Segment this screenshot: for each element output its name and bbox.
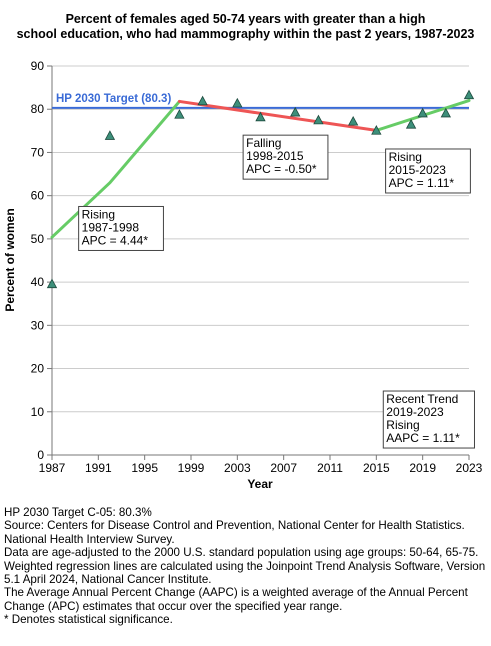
data-point-marker (347, 115, 359, 126)
annotation-text: Rising (389, 150, 422, 164)
x-tick-label: 1987 (39, 461, 66, 475)
data-point-marker (46, 278, 58, 289)
annotation-text: 2019-2023 (386, 405, 444, 419)
annotation-text: 1987-1998 (82, 220, 140, 234)
annotation-text: 2015-2023 (389, 163, 447, 177)
trend-segment (50, 99, 181, 239)
data-point-marker (197, 95, 208, 106)
data-point-marker (405, 119, 417, 129)
annotation-box (382, 390, 475, 449)
data-point-marker (290, 106, 301, 117)
annotation-text: APC = 1.11* (389, 176, 455, 190)
y-tick-label: 10 (31, 405, 45, 419)
target-label: HP 2030 Target (80.3) (56, 93, 171, 105)
data-point-marker (371, 125, 382, 135)
footnote-significance: * Denotes statistical significance. (4, 613, 173, 627)
annotation-text: Rising (386, 418, 419, 432)
y-tick-label: 0 (37, 448, 44, 462)
footnote-aapc: The Average Annual Percent Change (AAPC)… (4, 586, 468, 613)
footnote-source: Source: Centers for Disease Control and … (4, 519, 465, 546)
annotation-box (78, 205, 164, 251)
chart-title-line-2: school education, who had mammography wi… (16, 27, 475, 41)
annotation-text: Rising (82, 207, 115, 221)
footnote-age-adjustment: Data are age-adjusted to the 2000 U.S. s… (4, 546, 479, 560)
footnotes: HP 2030 Target C-05: 80.3% Source: Cente… (4, 506, 488, 627)
data-point-marker (232, 97, 243, 108)
x-tick-label: 1995 (131, 461, 158, 475)
trend-segment (177, 99, 378, 132)
x-tick-label: 2023 (456, 461, 483, 475)
data-point-marker (463, 89, 475, 100)
x-tick-label: 2015 (363, 461, 390, 475)
y-tick-label: 70 (31, 145, 45, 159)
x-axis-title: Year (247, 477, 273, 491)
y-tick-label: 50 (31, 232, 45, 246)
annotation-text: Recent Trend (386, 392, 458, 406)
y-tick-label: 90 (31, 59, 45, 73)
data-point-marker (440, 107, 452, 118)
chart-title: Percent of females aged 50-74 years with… (0, 12, 491, 42)
x-tick-label: 2003 (224, 461, 251, 475)
annotation-text: APC = -0.50* (246, 162, 317, 176)
annotation-text: Falling (246, 136, 281, 150)
chart-title-line-1: Percent of females aged 50-74 years with… (65, 12, 426, 26)
x-tick-label: 2019 (409, 461, 436, 475)
y-axis-title: Percent of women (3, 208, 17, 311)
y-tick-label: 40 (31, 275, 45, 289)
data-point-marker (104, 130, 116, 140)
data-point-marker (255, 111, 266, 122)
footnote-regression: Weighted regression lines are calculated… (4, 559, 486, 587)
annotation-text: APC = 4.44* (82, 233, 149, 247)
x-tick-label: 2007 (270, 461, 297, 475)
x-tick-label: 1999 (178, 461, 205, 475)
annotation-box (385, 148, 471, 194)
data-point-marker (417, 107, 428, 118)
y-tick-label: 20 (31, 362, 45, 376)
y-tick-label: 30 (31, 318, 45, 332)
data-point-marker (174, 109, 185, 119)
annotation-text: 1998-2015 (246, 149, 304, 163)
annotation-box (242, 134, 329, 180)
x-tick-label: 1991 (85, 461, 112, 475)
chart-plot: 0 10 20 30 40 50 60 70 80 90 1987 1991 1995 1999 2003 2… (3, 59, 483, 491)
annotation-text: AAPC = 1.11* (386, 431, 460, 445)
footnote-target: HP 2030 Target C-05: 80.3% (4, 506, 152, 519)
x-tick-label: 2011 (317, 461, 343, 475)
y-tick-label: 60 (31, 189, 45, 203)
data-point-marker (313, 114, 324, 125)
y-tick-label: 80 (31, 102, 45, 116)
